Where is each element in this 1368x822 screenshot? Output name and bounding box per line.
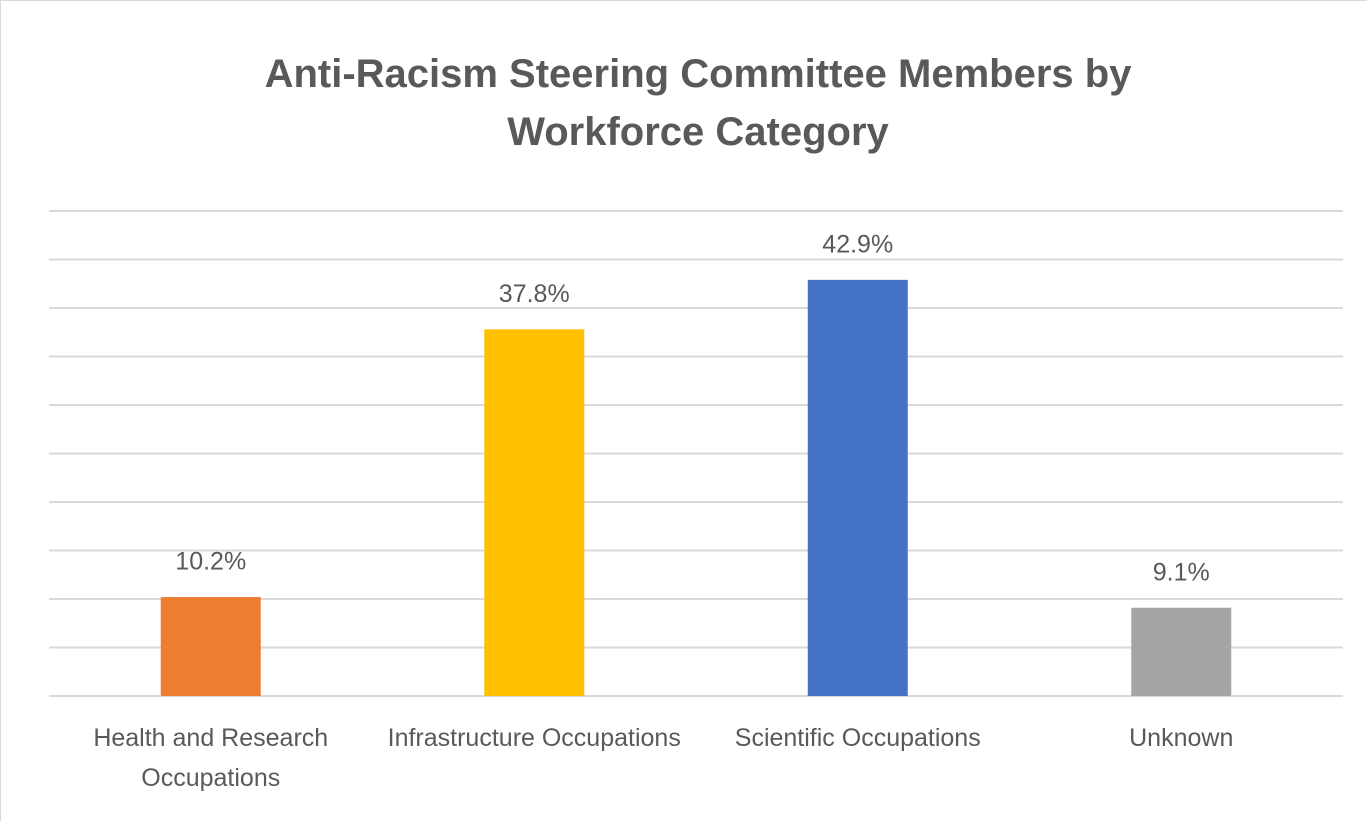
data-label: 9.1% [1153,558,1210,586]
x-tick-label: Infrastructure Occupations [387,724,681,752]
data-label: 42.9% [822,230,893,258]
chart-title: Anti-Racism Steering Committee Members b… [265,52,1133,154]
bar [160,597,261,696]
data-label: 37.8% [499,280,570,308]
x-tick-label: Health and Research Occupations [93,724,329,792]
x-tick-label: Scientific Occupations [734,724,981,752]
data-label: 10.2% [175,548,246,576]
bar [1131,607,1232,696]
bar [807,279,908,696]
bar [484,329,585,696]
x-tick-label: Unknown [1129,724,1234,752]
